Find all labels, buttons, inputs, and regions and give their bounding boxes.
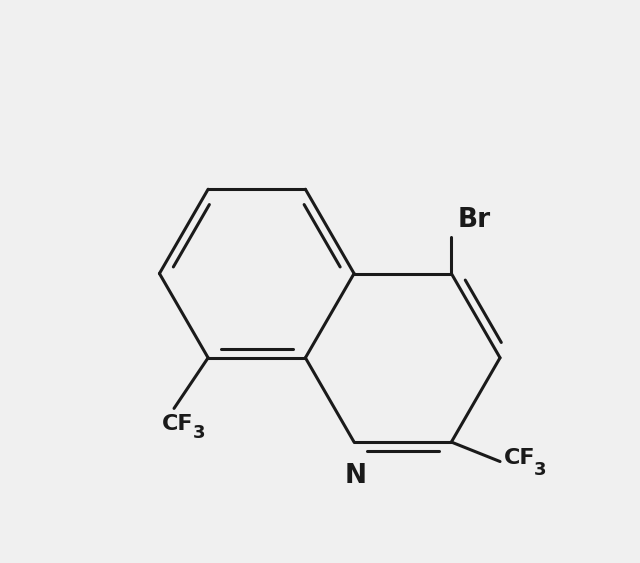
Text: N: N — [345, 463, 367, 489]
Text: 3: 3 — [534, 461, 547, 479]
Text: CF: CF — [163, 414, 194, 434]
Text: Br: Br — [457, 207, 490, 233]
Text: 3: 3 — [193, 424, 205, 442]
Text: CF: CF — [504, 448, 536, 468]
